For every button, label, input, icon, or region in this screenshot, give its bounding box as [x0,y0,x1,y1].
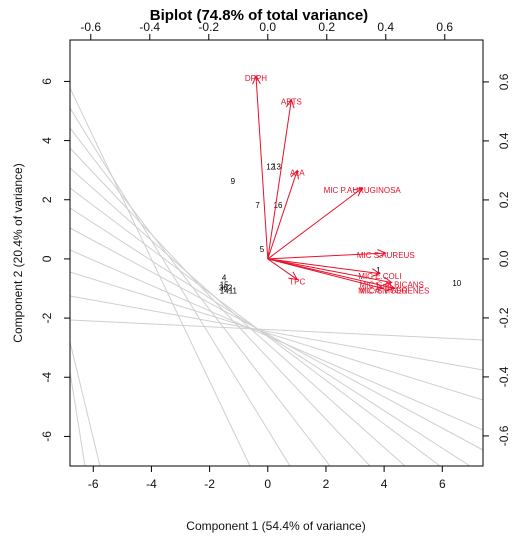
loading-arrowhead [353,187,364,197]
loading-arrowhead [288,271,299,281]
x-tick-label: 0 [264,477,271,491]
contour-line [70,319,483,341]
loading-y-axis: -0.6 -0.4 -0.2 0.0 0.2 0.4 0.6 [483,73,511,446]
y-tick-label: 2 [40,196,54,203]
loading-label: TPC [289,278,305,287]
loading-arrowhead [377,249,387,258]
loading-arrow [267,258,298,280]
loading-arrow [267,252,386,260]
right-tick-label: -0.2 [497,307,511,328]
y-tick-label: -6 [40,431,54,442]
x-tick-label: -2 [204,477,215,491]
y-tick-label: 4 [40,137,54,144]
top-tick-label: 0.0 [259,20,276,34]
x-tick-label: 2 [323,477,330,491]
x-tick-label: -6 [88,477,99,491]
loading-arrow [267,170,298,260]
y-tick-label: -4 [40,372,54,383]
observation-label: 16 [274,201,283,210]
observation-label: 1 [376,266,381,275]
observation-label: 3 [219,284,224,293]
loading-label: MIC P.AURUGINOSA [324,186,402,195]
loading-arrowhead [290,169,299,180]
right-tick-label: 0.0 [497,250,511,267]
contour-line [70,271,483,401]
observation-label: 13 [272,162,281,171]
loading-arrowhead [385,282,396,291]
observation-label: 11 [229,287,238,296]
y-tick-label: -2 [40,312,54,323]
loading-label: MIC A.NIGER [358,287,408,296]
loading-arrowhead [285,98,295,109]
right-tick-label: -0.6 [497,425,511,446]
top-tick-label: -0.6 [80,20,101,34]
loading-x-axis: -0.6 -0.4 -0.2 0.0 0.2 0.4 0.6 [80,20,453,40]
loading-label: MIC C.ALBICANS [359,281,423,290]
observation-label: 4 [222,273,227,282]
y-axis-title: Component 2 (20.4% of variance) [11,163,25,342]
loading-arrow [267,258,380,275]
observation-label: 12 [266,162,275,171]
loading-label: MIC S.AUREUS [357,251,415,260]
loading-label: AzA [290,169,305,178]
loading-label: MIC E.COLI [358,272,401,281]
contour-line [70,87,251,466]
loading-arrowhead [382,276,393,286]
loading-arrowhead [371,268,382,277]
top-tick-label: 0.6 [436,20,453,34]
loading-vectors: DPPH ABTS AzA MIC P.AURUGINOSA MIC S.AUREUS T… [245,74,429,295]
contour-line [70,249,483,431]
plot-frame [69,39,484,467]
contour-line [70,341,101,466]
x-axis: -6 -4 -2 0 2 4 6 [88,466,446,491]
loading-label: DPPH [245,74,267,83]
observation-label: 6 [223,284,228,293]
observation-label: 15 [220,281,229,290]
top-tick-label: -0.4 [139,20,160,34]
loading-arrow [267,99,292,259]
contour-lines [70,87,483,466]
observation-label: 14 [220,287,229,296]
right-tick-label: 0.2 [497,191,511,208]
loading-arrowhead [252,74,261,85]
loading-arrow [267,258,395,289]
loading-arrow [267,187,363,260]
top-tick-label: -0.2 [198,20,219,34]
right-tick-label: 0.4 [497,132,511,149]
right-tick-label: 0.6 [497,73,511,90]
top-tick-label: 0.2 [318,20,335,34]
observation-label: 7 [255,201,260,210]
chart-title: Biplot (74.8% of total variance) [150,7,368,24]
contour-line [70,227,483,451]
top-tick-label: 0.4 [377,20,394,34]
x-axis-title: Component 1 (54.4% of variance) [186,519,365,533]
contour-line [70,295,483,371]
x-tick-label: 4 [381,477,388,491]
contour-line [70,127,331,466]
right-tick-label: -0.4 [497,366,511,387]
observation-label: 5 [260,245,265,254]
observation-label: 2 [228,284,233,293]
y-tick-label: 6 [40,78,54,85]
loading-arrow [267,258,392,284]
contour-line [70,167,406,466]
observation-label: 9 [231,177,236,186]
loading-arrow [255,75,269,259]
x-tick-label: -4 [146,477,157,491]
contour-line [70,371,86,466]
y-tick-label: 0 [40,255,54,262]
contour-line [70,147,371,466]
observation-label: 10 [452,279,461,288]
loading-label: ABTS [281,98,302,107]
y-axis: -6 -4 -2 0 2 4 6 [40,78,70,442]
loading-label: MIC S.PYOGENES [360,287,429,296]
x-tick-label: 6 [439,477,446,491]
